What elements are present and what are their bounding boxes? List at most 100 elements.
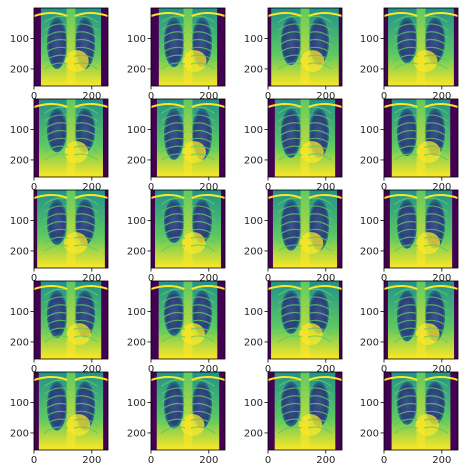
axes-frame [150,371,226,451]
y-tick-label: 100 [127,307,146,318]
axes-frame [383,98,459,178]
subplot-1-3: 100 200 0 200 [360,98,459,193]
x-tick-label: 0 [381,364,387,375]
y-tick-label: 200 [244,64,263,75]
y-tick-label: 200 [244,428,263,439]
axes-frame [150,280,226,360]
xray-image [384,99,458,177]
x-tick-label: 0 [265,455,271,466]
y-tick-label: 200 [10,428,29,439]
x-tick-label: 0 [381,455,387,466]
y-tick-label: 200 [127,246,146,257]
y-tick-label: 100 [360,398,379,409]
x-tick-label: 0 [148,91,154,102]
y-tick-label: 100 [10,125,29,136]
xray-image [34,372,108,450]
x-tick-label: 0 [265,364,271,375]
xray-image [268,8,342,86]
y-tick-label: 100 [360,307,379,318]
xray-image [384,190,458,268]
y-tick-label: 200 [360,155,379,166]
x-tick-label: 200 [432,364,451,375]
xray-image [384,8,458,86]
axes-frame [150,98,226,178]
subplot-1-0: 100 200 0 200 [10,98,109,193]
xray-image [384,372,458,450]
x-tick-label: 0 [31,91,37,102]
axes-frame [383,7,459,87]
xray-image [34,281,108,359]
y-tick-label: 200 [10,155,29,166]
x-tick-label: 200 [82,273,101,284]
x-tick-label: 200 [316,182,335,193]
y-tick-label: 100 [360,34,379,45]
x-tick-label: 200 [316,364,335,375]
x-tick-label: 200 [199,364,218,375]
x-tick-label: 200 [199,91,218,102]
x-tick-label: 200 [199,273,218,284]
axes-frame [267,189,343,269]
x-tick-label: 200 [82,455,101,466]
y-tick-label: 200 [360,246,379,257]
subplot-4-1: 100 200 0 200 [127,371,226,466]
subplot-3-3: 100 200 0 200 [360,280,459,375]
x-tick-label: 0 [381,182,387,193]
axes-frame [33,7,109,87]
x-tick-label: 0 [31,273,37,284]
x-tick-label: 0 [381,91,387,102]
x-tick-label: 0 [265,273,271,284]
y-tick-label: 100 [127,398,146,409]
x-tick-label: 0 [265,91,271,102]
xray-image [268,281,342,359]
y-tick-label: 100 [244,307,263,318]
y-tick-label: 200 [127,155,146,166]
subplot-2-1: 100 200 0 200 [127,189,226,284]
subplot-4-2: 100 200 0 200 [244,371,343,466]
subplot-2-0: 100 200 0 200 [10,189,109,284]
xray-image [384,281,458,359]
x-tick-label: 0 [148,273,154,284]
x-tick-label: 200 [432,273,451,284]
axes-frame [383,189,459,269]
y-tick-label: 100 [360,125,379,136]
x-tick-label: 0 [31,364,37,375]
y-tick-label: 100 [244,216,263,227]
x-tick-label: 0 [148,455,154,466]
subplot-1-1: 100 200 0 200 [127,98,226,193]
xray-image [268,99,342,177]
axes-frame [33,280,109,360]
subplot-0-2: 100 200 0 200 [244,7,343,102]
x-tick-label: 0 [31,182,37,193]
axes-frame [33,189,109,269]
xray-image [34,8,108,86]
xray-image [151,99,225,177]
x-tick-label: 200 [199,455,218,466]
xray-image [34,99,108,177]
x-tick-label: 200 [316,91,335,102]
axes-frame [33,371,109,451]
x-tick-label: 200 [432,182,451,193]
subplot-3-1: 100 200 0 200 [127,280,226,375]
axes-frame [150,7,226,87]
y-tick-label: 200 [244,337,263,348]
xray-image [151,372,225,450]
subplot-0-1: 100 200 0 200 [127,7,226,102]
y-tick-label: 100 [10,398,29,409]
x-tick-label: 0 [265,182,271,193]
axes-frame [383,371,459,451]
subplot-0-0: 100 200 0 200 [10,7,109,102]
x-tick-label: 200 [316,455,335,466]
y-tick-label: 200 [244,155,263,166]
x-tick-label: 200 [82,364,101,375]
y-tick-label: 200 [244,246,263,257]
xray-image [151,8,225,86]
x-tick-label: 200 [432,455,451,466]
axes-frame [267,371,343,451]
y-tick-label: 200 [360,64,379,75]
y-tick-label: 200 [10,246,29,257]
x-tick-label: 200 [82,182,101,193]
y-tick-label: 100 [244,34,263,45]
y-tick-label: 200 [127,428,146,439]
x-tick-label: 200 [82,91,101,102]
xray-image [151,281,225,359]
